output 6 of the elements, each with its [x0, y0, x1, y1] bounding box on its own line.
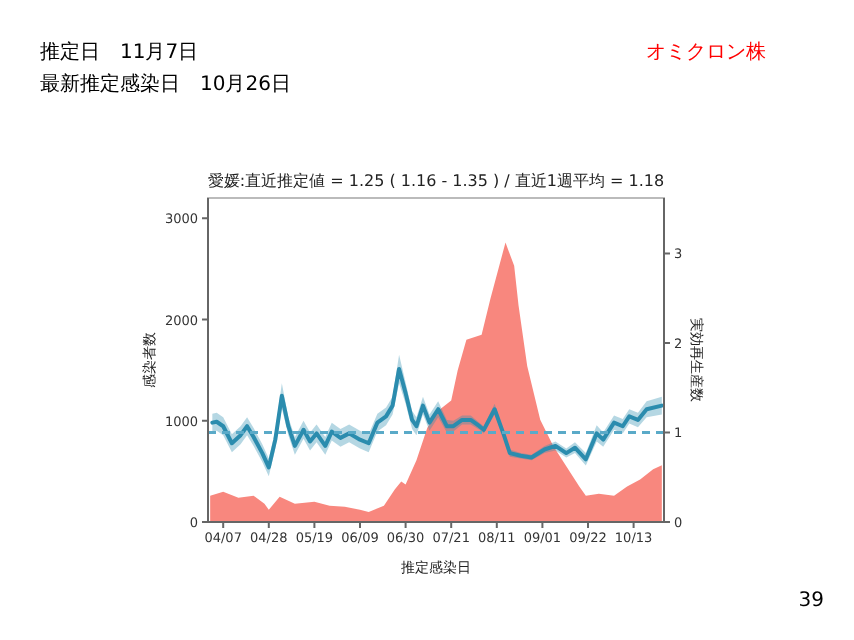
text: 推定日 11月7日: [40, 40, 199, 64]
chart-title: 愛媛:直近推定値 = 1.25 ( 1.16 - 1.35 ) / 直近1週平均 = 1.18: [207, 172, 665, 190]
line-series: [210, 366, 664, 470]
text: 39: [798, 590, 824, 612]
text: オミクロン株: [646, 40, 766, 64]
text: 最新推定感染日 10月26日: [40, 72, 291, 96]
